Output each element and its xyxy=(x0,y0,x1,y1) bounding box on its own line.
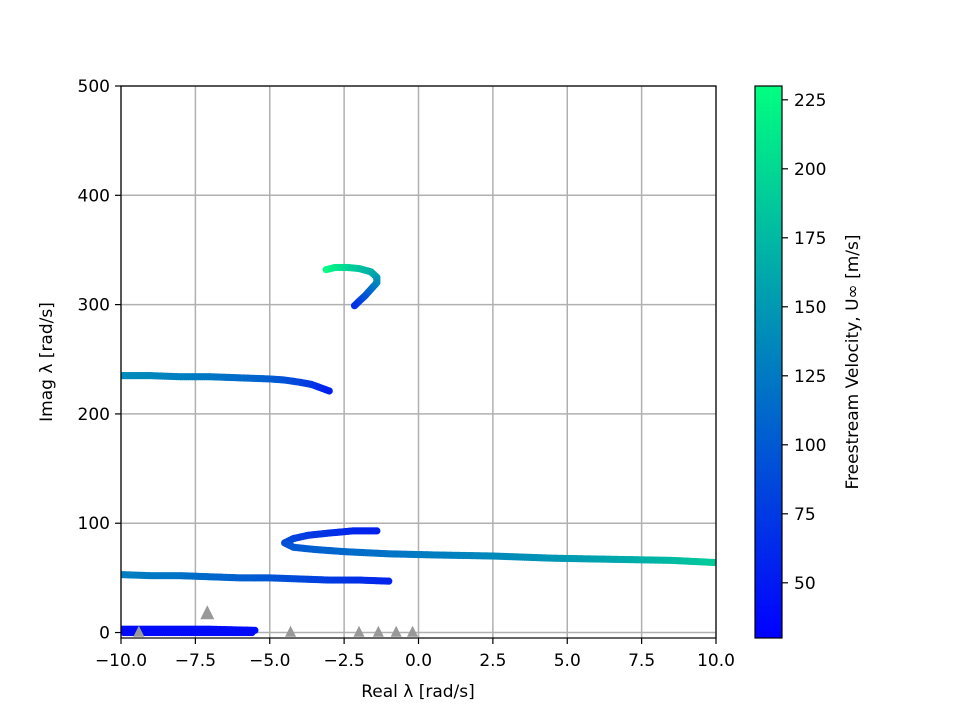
x-tick-label: 5.0 xyxy=(554,651,581,671)
colorbar-tick-label: 50 xyxy=(794,574,816,594)
reference-marker xyxy=(390,625,402,637)
colorbar-tick-label: 75 xyxy=(794,505,816,525)
x-tick-label: −5.0 xyxy=(249,651,290,671)
x-tick-label: −10.0 xyxy=(95,651,147,671)
colorbar-tick-label: 100 xyxy=(794,436,826,456)
eigenvalue-point xyxy=(712,558,716,567)
data-layer xyxy=(121,263,716,637)
x-tick-label: −7.5 xyxy=(175,651,216,671)
colorbar-tick-label: 175 xyxy=(794,229,826,249)
y-tick-label: 0 xyxy=(99,624,110,644)
colorbar-label: Freestream Velocity, U∞ [m/s] xyxy=(843,235,863,490)
y-tick-label: 200 xyxy=(78,405,110,425)
reference-marker xyxy=(285,625,297,637)
x-axis-ticks: −10.0 −7.5 −5.0 −2.5 0.0 2.5 5.0 7.5 10.0 xyxy=(95,638,735,671)
y-tick-label: 100 xyxy=(78,514,110,534)
eigenvalue-branch xyxy=(121,628,256,637)
eigenvalue-point xyxy=(385,577,393,585)
eigenvalue-point xyxy=(248,628,256,637)
x-tick-label: 10.0 xyxy=(697,651,735,671)
colorbar xyxy=(754,85,783,639)
x-tick-label: 7.5 xyxy=(628,651,655,671)
reference-markers xyxy=(133,605,419,637)
eigenvalue-branch xyxy=(322,263,381,310)
colorbar-tick-label: 225 xyxy=(794,91,826,111)
reference-marker xyxy=(372,625,384,637)
y-tick-label: 500 xyxy=(78,77,110,97)
x-axis-label: Real λ [rad/s] xyxy=(361,682,475,702)
x-tick-label: 2.5 xyxy=(479,651,506,671)
grid-lines xyxy=(120,85,717,638)
colorbar-tick-label: 125 xyxy=(794,367,826,387)
x-tick-label: 0.0 xyxy=(405,651,432,671)
eigenvalue-point xyxy=(325,387,333,395)
colorbar-ticks: 50 75 100 125 150 175 200 225 xyxy=(782,91,826,594)
reference-marker xyxy=(133,625,145,637)
y-axis-label: Imag λ [rad/s] xyxy=(37,302,57,422)
y-axis-ticks: 0 100 200 300 400 500 xyxy=(78,77,121,644)
reference-marker xyxy=(353,625,365,637)
colorbar-tick-label: 200 xyxy=(794,160,826,180)
eigenvalue-branch xyxy=(121,372,333,395)
eigenvalue-point xyxy=(350,302,359,310)
y-tick-label: 300 xyxy=(78,296,110,316)
colorbar-tick-label: 150 xyxy=(794,298,826,318)
eigenvalue-branch xyxy=(121,571,393,585)
y-tick-label: 400 xyxy=(78,186,110,206)
reference-marker xyxy=(407,625,419,637)
eigenvalue-branch xyxy=(281,527,716,567)
reference-marker xyxy=(200,605,215,620)
x-tick-label: −2.5 xyxy=(323,651,364,671)
